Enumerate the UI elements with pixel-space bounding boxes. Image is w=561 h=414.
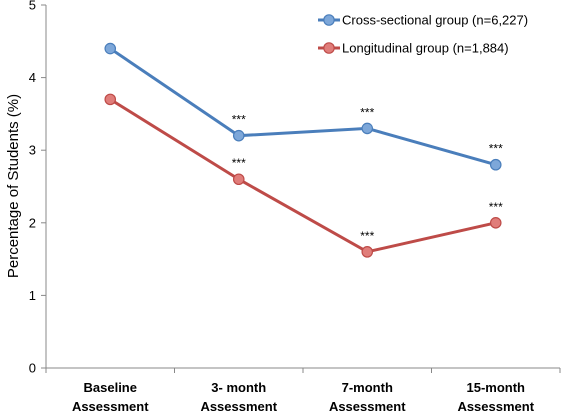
x-tick-label: 3- month Assessment [200,380,277,414]
significance-annotation: *** [360,229,374,243]
significance-annotation: *** [232,156,246,170]
y-tick-label: 5 [29,0,36,13]
data-point [104,42,117,55]
y-tick-label: 4 [29,70,36,85]
series-layer [104,42,502,258]
series-line-2 [109,98,497,254]
data-point [232,129,245,142]
y-tick-label: 3 [29,143,36,158]
legend-marker [323,14,335,26]
data-point [489,217,502,229]
legend-label: Longitudinal group (n=1,884) [342,41,509,56]
legend-label: Cross-sectional group (n=6,227) [342,13,528,28]
significance-annotation: *** [360,105,374,119]
x-tick-label: Baseline Assessment [72,380,149,414]
annotation-layer: *** *** *** *** *** *** [232,105,503,242]
significance-annotation: *** [489,200,503,214]
axes: 0 1 2 3 4 5 Baseline Assessment 3- month Assessme… [29,0,561,414]
y-tick-label: 1 [29,288,36,303]
data-point [104,93,117,106]
significance-annotation: *** [232,113,246,127]
y-tick-label: 0 [29,361,36,376]
x-tick-label: 7-month Assessment [329,380,406,414]
data-point [361,122,374,135]
y-axis-label: Percentage of Students (%) [5,94,22,278]
x-tick-label: 15-month Assessment [457,380,534,414]
legend-marker [323,42,335,54]
significance-annotation: *** [489,142,503,156]
data-point [489,158,502,171]
data-point [232,173,245,186]
legend: Cross-sectional group (n=6,227) Longitudi… [318,13,528,56]
series-line-1 [109,47,497,167]
data-point [361,246,374,258]
y-tick-label: 2 [29,215,36,230]
